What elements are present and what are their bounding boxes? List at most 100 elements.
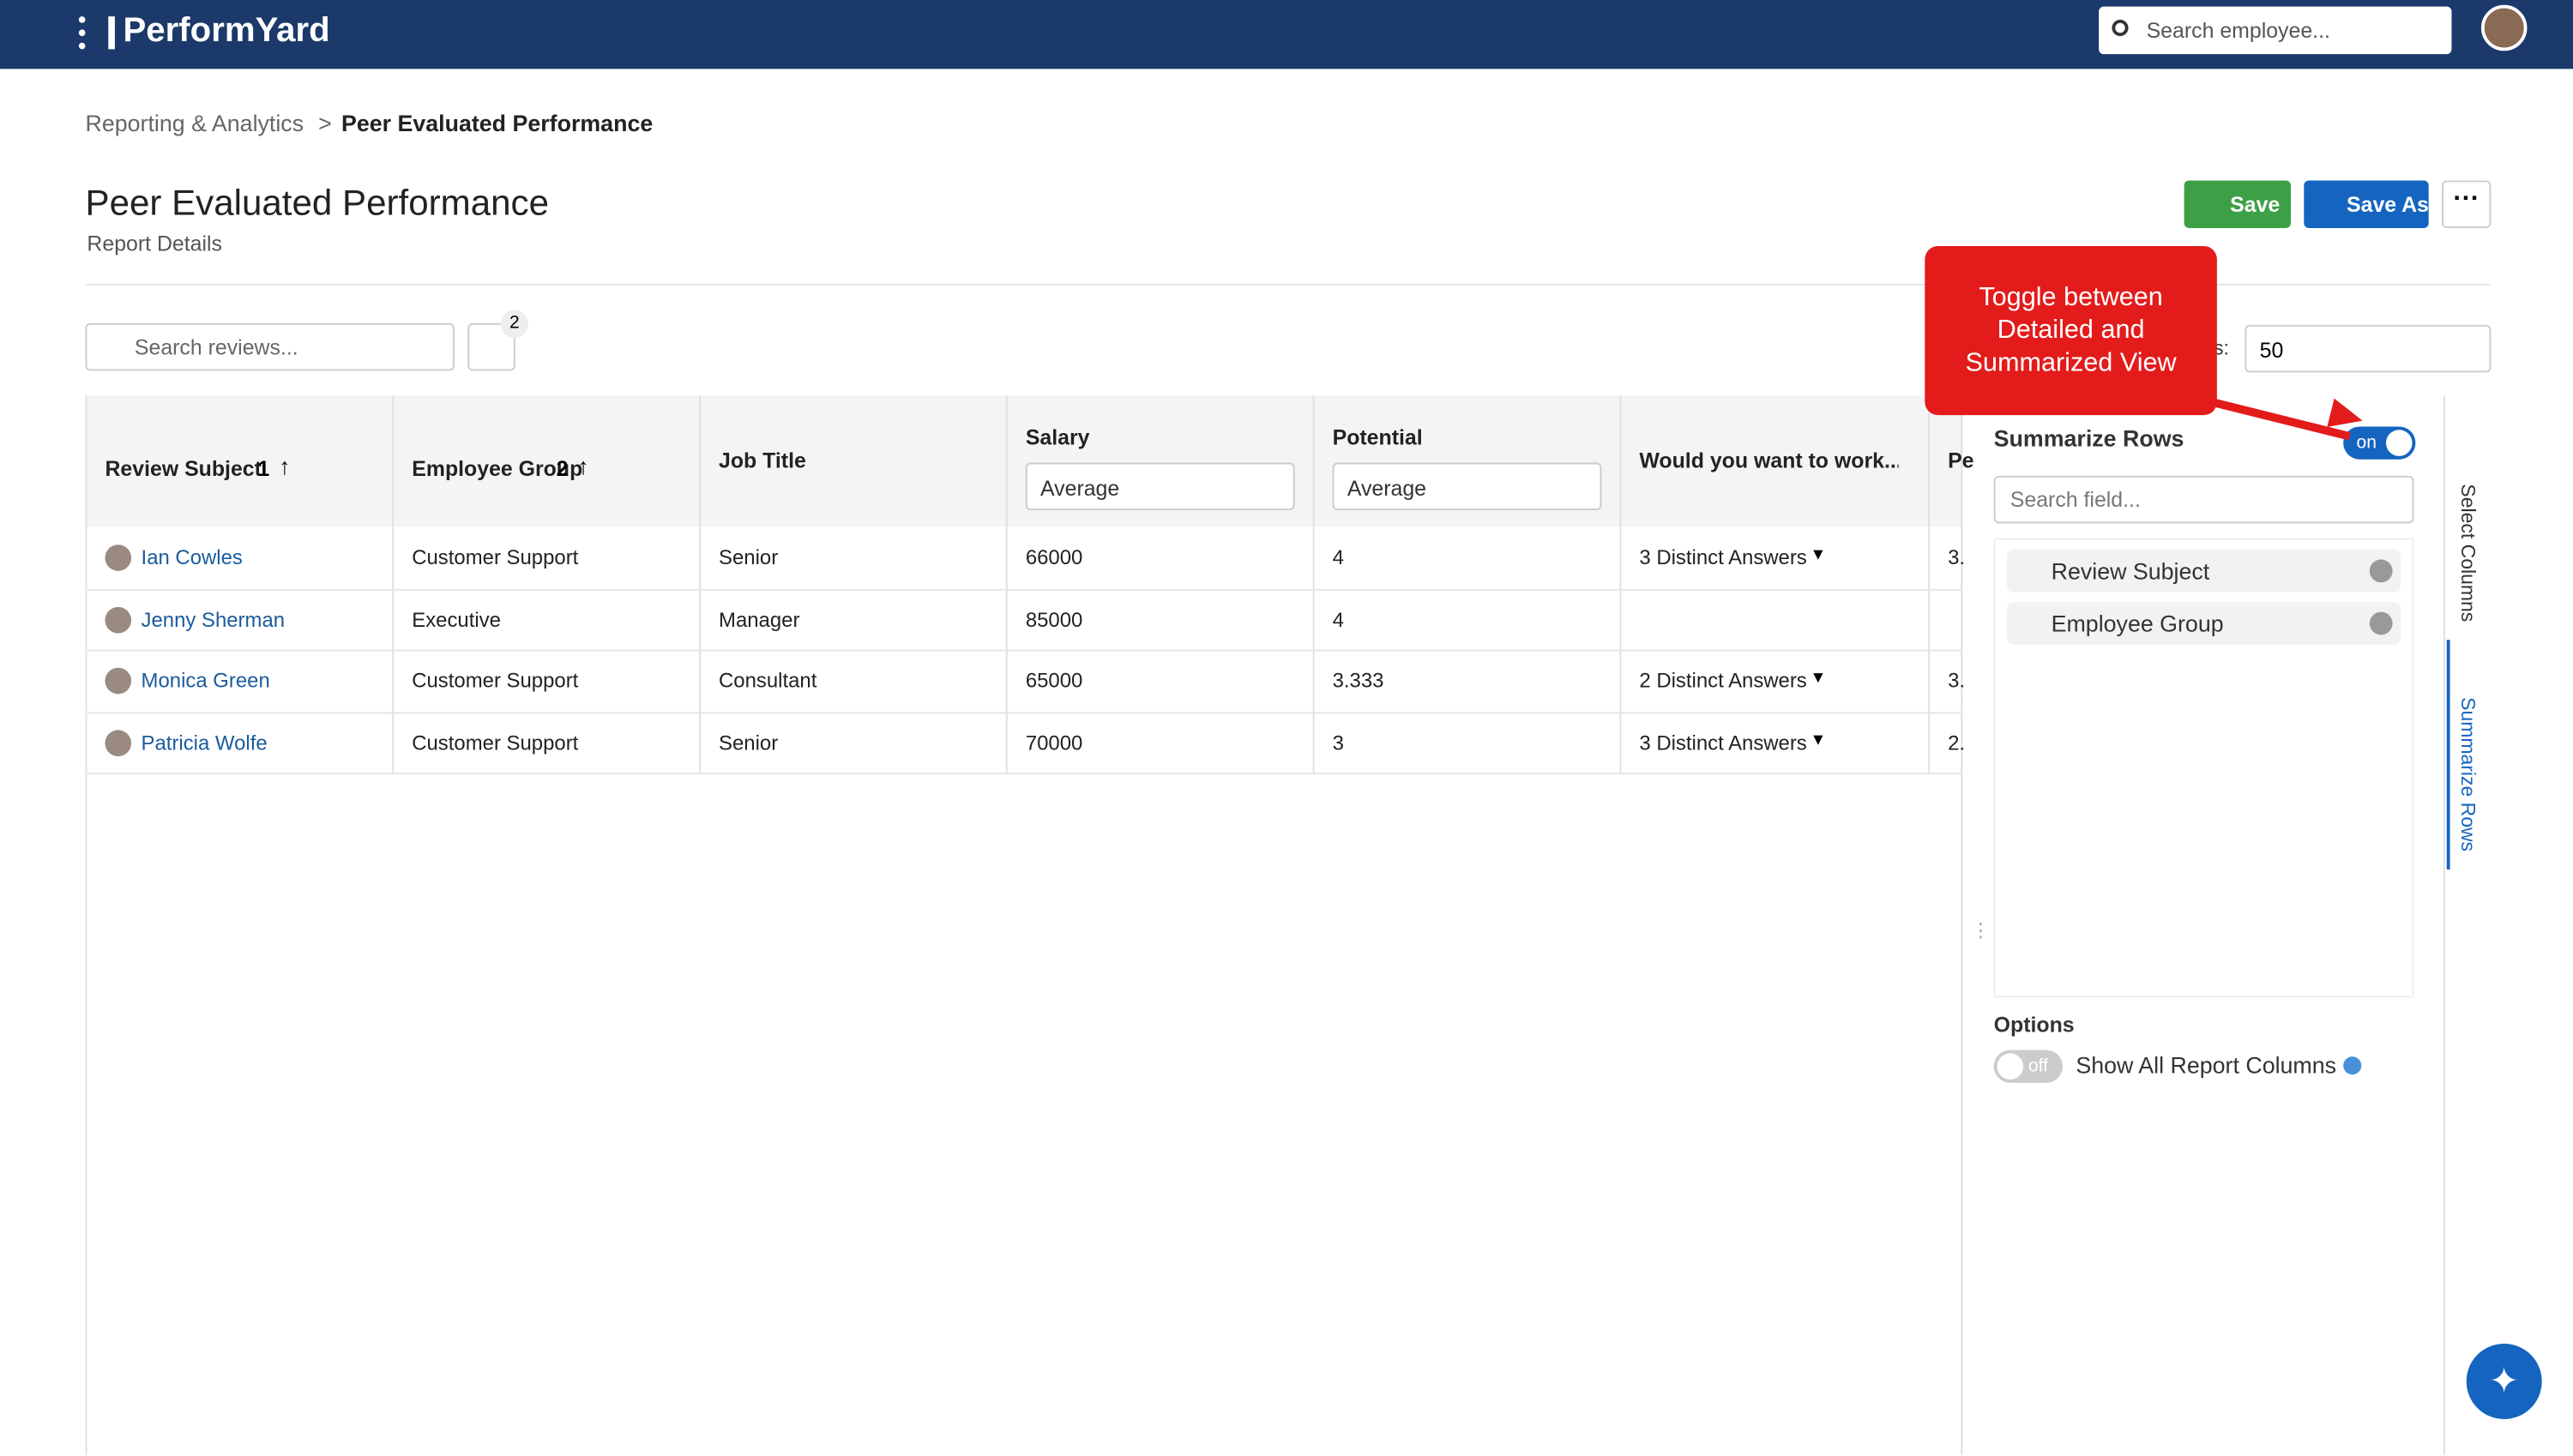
row-line (85, 773, 1963, 775)
employee-link[interactable]: Monica Green (141, 669, 270, 693)
column-header[interactable]: Review Subject (105, 455, 262, 481)
column-header[interactable]: Would you want to work... (1639, 448, 1899, 473)
ai-button[interactable]: ✦ (2466, 1343, 2542, 1420)
column-separator (1005, 395, 1008, 775)
dropdown-arrow: ▼ (1810, 669, 1827, 688)
table-header (85, 395, 1963, 527)
cell: 4 (1332, 607, 1344, 631)
breadcrumb-sep: > (318, 110, 332, 136)
divider (85, 284, 2492, 286)
aggregate-select[interactable]: Average (1332, 462, 1602, 511)
row-line (85, 587, 1963, 590)
cell: 85000 (1025, 607, 1083, 631)
panel (1962, 395, 2445, 1456)
side-tab[interactable]: Summarize Rows (2456, 697, 2480, 852)
remove-icon[interactable] (2369, 611, 2393, 635)
rows-select[interactable]: 50 (2245, 324, 2492, 373)
row-avatar (105, 544, 132, 571)
sort-index: 1 (257, 455, 270, 481)
option-label: Show All Report Columns (2076, 1051, 2337, 1079)
panel-title: Summarize Rows (1993, 424, 2184, 452)
breadcrumb-link[interactable]: Reporting & Analytics (85, 110, 304, 136)
employee-link[interactable]: Jenny Sherman (141, 607, 286, 631)
save-as-button[interactable]: Save As (2304, 180, 2429, 228)
cell: 3 Distinct Answers (1639, 546, 1807, 569)
cell: Customer Support (412, 546, 579, 569)
row-line (85, 711, 1963, 713)
row-avatar (105, 667, 132, 695)
sort-arrow: ↑ (577, 453, 589, 479)
field-pill[interactable]: Employee Group (2006, 602, 2401, 645)
cell: 3. (1948, 546, 1966, 569)
dropdown-arrow: ▼ (1810, 546, 1827, 565)
employee-link[interactable]: Patricia Wolfe (141, 731, 268, 755)
report-details[interactable]: Report Details (87, 231, 223, 256)
cell: Customer Support (412, 669, 579, 693)
row-avatar (105, 729, 132, 756)
cell: 4 (1332, 546, 1344, 569)
review-search-placeholder: Search reviews... (134, 334, 298, 360)
toggle-knob (1997, 1053, 2024, 1080)
employee-link[interactable]: Ian Cowles (141, 546, 243, 569)
aggregate-select[interactable]: Average (1025, 462, 1295, 511)
dropdown-arrow: ▼ (1810, 731, 1827, 749)
cell: Senior (719, 731, 779, 755)
logo: PerformYard (123, 11, 330, 50)
column-header[interactable]: Potential (1332, 424, 1423, 450)
cell: Senior (719, 546, 779, 569)
logo-icon (78, 16, 115, 50)
avatar[interactable] (2480, 4, 2528, 51)
column-separator (1312, 395, 1315, 775)
breadcrumb-current: Peer Evaluated Performance (340, 110, 654, 136)
sort-index: 2 (556, 455, 569, 481)
page-title: Peer Evaluated Performance (85, 182, 549, 224)
side-tab[interactable]: Select Columns (2456, 484, 2480, 623)
cell: 65000 (1025, 669, 1083, 693)
cell: Executive (412, 607, 501, 631)
column-header[interactable]: Job Title (719, 448, 806, 473)
column-header[interactable]: Salary (1025, 424, 1090, 450)
cell: Customer Support (412, 731, 579, 755)
column-separator (1619, 395, 1622, 775)
filter-badge: 2 (500, 310, 529, 339)
row-avatar (105, 605, 132, 633)
review-search[interactable] (85, 322, 455, 371)
cell: 3.333 (1332, 669, 1384, 693)
active-tab-line (2446, 640, 2450, 870)
sort-arrow: ↑ (279, 453, 291, 479)
filter-button[interactable] (467, 322, 515, 371)
column-separator (1928, 395, 1931, 775)
cell: 66000 (1025, 546, 1083, 569)
column-header[interactable]: Pe (1948, 448, 1974, 473)
row-line (85, 649, 1963, 652)
employee-search[interactable] (2099, 6, 2452, 55)
search-icon (2112, 19, 2129, 37)
cell: 70000 (1025, 731, 1083, 755)
field-search[interactable]: Search field... (1993, 475, 2414, 524)
rows-label: s: (2214, 336, 2229, 360)
options-title: Options (1993, 1012, 2075, 1038)
cell: 2. (1948, 731, 1966, 755)
more-button[interactable]: ··· (2441, 180, 2492, 228)
cell: 3 (1332, 731, 1344, 755)
cell: Consultant (719, 669, 817, 693)
toggle-knob (2385, 430, 2413, 456)
callout: Toggle between Detailed and Summarized V… (1925, 245, 2217, 416)
table-border (85, 395, 1963, 1456)
column-separator (699, 395, 701, 775)
column-separator (392, 395, 395, 775)
field-pill[interactable]: Review Subject (2006, 549, 2401, 593)
column-header[interactable]: Employee Group (412, 455, 583, 481)
cell: 3 Distinct Answers (1639, 731, 1807, 755)
panel-resize: ⋮ (1970, 918, 1991, 942)
cell: 2 Distinct Answers (1639, 669, 1807, 693)
info-icon (2343, 1056, 2362, 1075)
search-placeholder: Search employee... (2146, 18, 2330, 43)
save-button[interactable]: Save (2184, 180, 2291, 228)
cell: 3. (1948, 669, 1966, 693)
remove-icon[interactable] (2369, 559, 2393, 583)
cell: Manager (719, 607, 800, 631)
